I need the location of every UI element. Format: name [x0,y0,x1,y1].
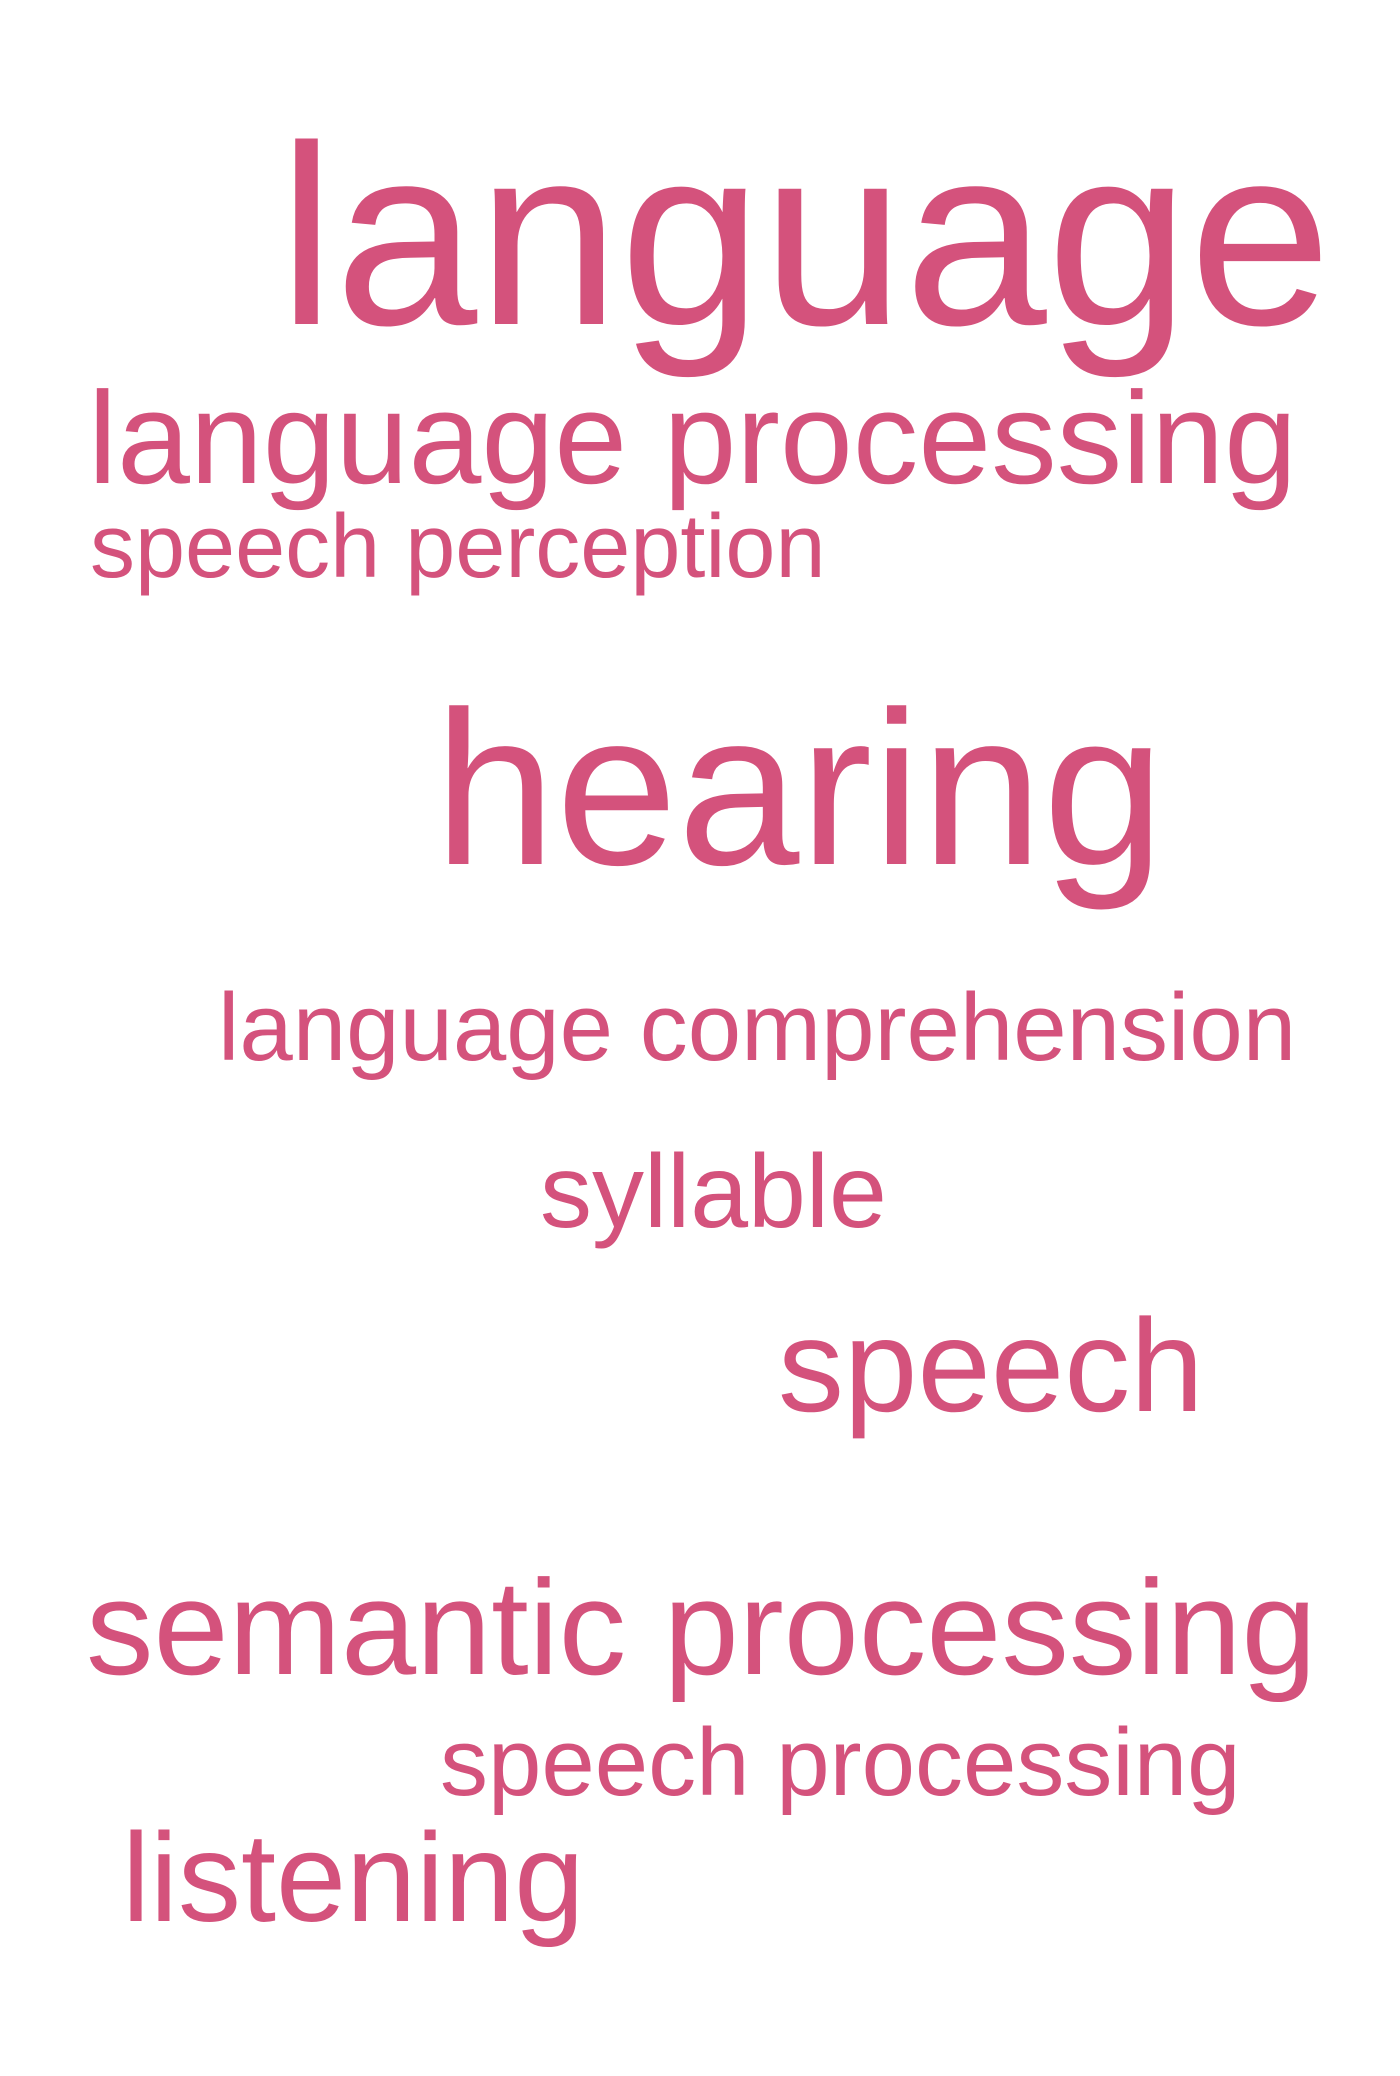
word-syllable: syllable [540,1134,887,1250]
word-speech-processing: speech processing [440,1709,1241,1816]
word-listening: listening [122,1807,585,1948]
word-language-processing: language processing [88,364,1297,511]
word-speech-perception: speech perception [90,497,826,597]
word-speech: speech [778,1292,1204,1439]
word-language-comprehension: language comprehension [218,974,1297,1081]
word-semantic-processing: semantic processing [86,1552,1317,1703]
word-language: language [278,93,1332,379]
word-hearing: hearing [434,667,1165,911]
